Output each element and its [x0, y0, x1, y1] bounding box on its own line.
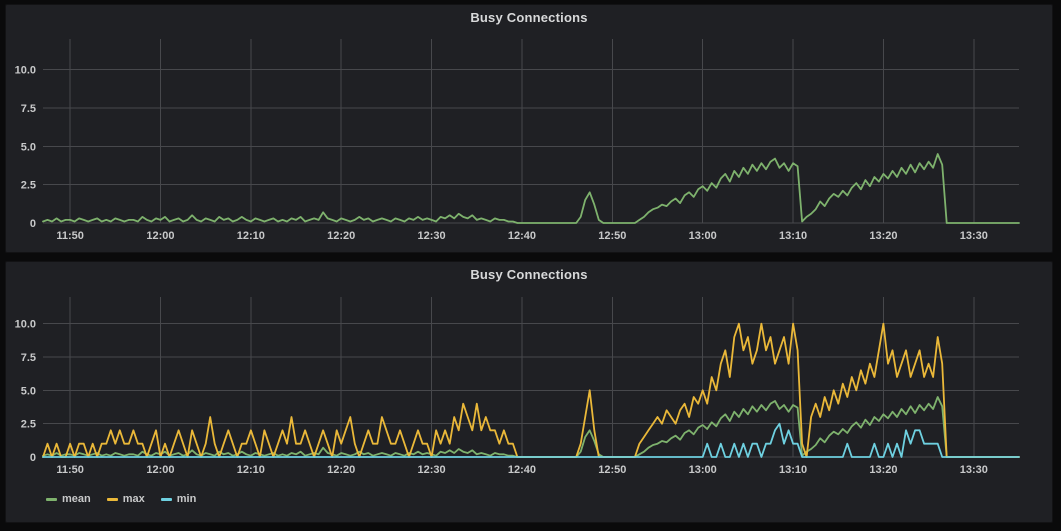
x-tick-label: 12:50: [598, 230, 626, 242]
series-mean-line: [42, 153, 1020, 224]
x-tick-label: 13:20: [869, 464, 897, 476]
x-tick-label: 13:20: [869, 230, 897, 242]
x-tick-label: 12:40: [508, 230, 536, 242]
chart-canvas-top[interactable]: 0 2.5 5.0 7.5 10.0 11:50 12:00 12:10 12:20 12:30 1…: [6, 29, 1052, 254]
x-tick-label: 11:50: [56, 464, 84, 476]
x-tick-label: 12:20: [327, 464, 355, 476]
panel-busy-connections-bottom: Busy Connections 0 2.5 5.0 7.5 10.0 11:50 12:0…: [5, 261, 1053, 523]
x-tick-label: 13:00: [689, 464, 717, 476]
series-min-line: [42, 422, 1020, 458]
legend-dash-mean: [46, 497, 57, 501]
legend-label-mean: mean: [62, 493, 91, 505]
y-tick-label: 0: [30, 218, 36, 230]
legend-label-max: max: [122, 493, 145, 505]
x-tick-label: 11:50: [56, 230, 84, 242]
legend: mean max min: [46, 486, 1052, 512]
x-tick-label: 13:10: [779, 230, 807, 242]
x-tick-label: 12:10: [237, 464, 265, 476]
x-tick-label: 12:00: [146, 464, 174, 476]
panel-title[interactable]: Busy Connections: [470, 266, 588, 282]
x-tick-label: 12:00: [146, 230, 174, 242]
y-tick-label: 7.5: [21, 352, 36, 364]
x-tick-label: 13:00: [689, 230, 717, 242]
x-tick-label: 13:30: [960, 230, 988, 242]
y-tick-label: 10.0: [15, 65, 36, 77]
x-tick-label: 12:50: [598, 464, 626, 476]
legend-item-mean[interactable]: mean: [46, 493, 91, 505]
legend-item-min[interactable]: min: [160, 493, 197, 505]
x-tick-label: 13:10: [779, 464, 807, 476]
chart-canvas-bottom[interactable]: 0 2.5 5.0 7.5 10.0 11:50 12:00 12:10 12:20 12:30 1…: [6, 286, 1052, 486]
x-tick-label: 12:30: [418, 230, 446, 242]
x-tick-label: 12:10: [237, 230, 265, 242]
legend-label-min: min: [176, 493, 197, 505]
x-tick-label: 12:20: [327, 230, 355, 242]
legend-item-max[interactable]: max: [106, 493, 145, 505]
y-tick-label: 2.5: [21, 180, 36, 192]
legend-dash-max: [106, 497, 118, 501]
x-tick-label: 13:30: [960, 464, 988, 476]
y-tick-label: 7.5: [21, 103, 36, 115]
y-tick-label: 5.0: [21, 385, 36, 397]
y-tick-label: 10.0: [15, 319, 36, 331]
y-tick-label: 5.0: [21, 141, 36, 153]
panel-title[interactable]: Busy Connections: [470, 9, 588, 25]
panel-header: Busy Connections: [6, 262, 1052, 286]
panel-header: Busy Connections: [6, 5, 1052, 29]
x-tick-label: 12:30: [418, 464, 446, 476]
y-tick-label: 0: [30, 452, 36, 464]
y-tick-label: 2.5: [21, 419, 36, 431]
panel-busy-connections-top: Busy Connections 0 2.5 5.0 7.5 10.0 11:50 12:0…: [5, 4, 1053, 253]
x-tick-label: 12:40: [508, 464, 536, 476]
legend-dash-min: [160, 497, 172, 501]
